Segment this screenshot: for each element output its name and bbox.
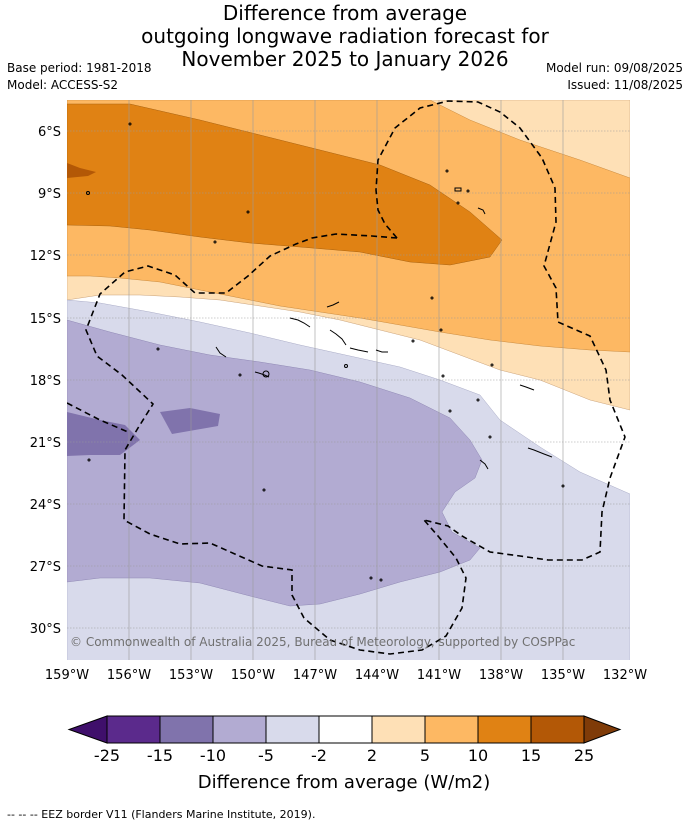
lon-label: 156°W	[107, 668, 151, 683]
model-name: Model: ACCESS-S2	[7, 78, 119, 92]
lon-label: 159°W	[45, 668, 89, 683]
colorbar-tick-label: 10	[468, 746, 488, 765]
band-neg-5-10	[67, 319, 483, 607]
lon-label: 138°W	[479, 668, 523, 683]
colorbar-title: Difference from average (W/m2)	[198, 772, 490, 793]
metadata-right: Model run: 09/08/2025 Issued: 11/08/2025	[546, 60, 683, 94]
lat-label: 18°S	[30, 374, 61, 389]
title-line-2: outgoing longwave radiation forecast for	[141, 24, 549, 48]
lon-label: 153°W	[169, 668, 213, 683]
colorbar-extend-min	[67, 715, 108, 744]
colorbar-segment	[212, 715, 267, 744]
colorbar-tick-label: 5	[420, 746, 430, 765]
colorbar-tick-label: 25	[574, 746, 594, 765]
band-pos-10-15	[67, 103, 503, 266]
colorbar-tick-label: -2	[311, 746, 327, 765]
copyright-text: © Commonwealth of Australia 2025, Bureau…	[70, 635, 575, 649]
eez-borders	[67, 100, 626, 655]
anomaly-map: © Commonwealth of Australia 2025, Bureau…	[30, 100, 647, 793]
lat-label: 21°S	[30, 436, 61, 451]
lon-label: 135°W	[541, 668, 585, 683]
lon-label: 147°W	[293, 668, 337, 683]
colorbar-tick-label: -10	[200, 746, 226, 765]
model-run: Model run: 09/08/2025	[545, 61, 683, 75]
colorbar-tick-label: 15	[521, 746, 541, 765]
colorbar-segment	[424, 715, 479, 744]
lat-label: 27°S	[30, 560, 61, 575]
band-neg-10-15-patch	[160, 408, 220, 434]
issued-date: Issued: 11/08/2025	[567, 78, 683, 92]
lon-label: 132°W	[603, 668, 647, 683]
longitude-axis: 159°W 156°W 153°W 150°W 147°W 144°W 141°W 138°W…	[45, 668, 647, 683]
band-neg-10-15	[67, 412, 140, 456]
colorbar-segment	[371, 715, 426, 744]
lat-label: 15°S	[30, 312, 61, 327]
colorbar-tick-label: -25	[94, 746, 120, 765]
lon-label: 141°W	[417, 668, 461, 683]
lon-label: 150°W	[231, 668, 275, 683]
map-title: Difference from average outgoing longwav…	[0, 2, 690, 71]
colorbar-segment	[106, 715, 161, 744]
colorbar-segment	[530, 715, 585, 744]
colorbar-tick-label: 2	[367, 746, 377, 765]
lat-label: 9°S	[38, 187, 61, 202]
colorbar-extend-max	[583, 715, 622, 744]
title-line-3: November 2025 to January 2026	[181, 47, 509, 71]
lon-label: 144°W	[355, 668, 399, 683]
lat-label: 12°S	[30, 249, 61, 264]
colorbar-tick-label: -5	[258, 746, 274, 765]
colorbar-tick-label: -15	[147, 746, 173, 765]
anomaly-field	[67, 100, 630, 660]
metadata-left: Base period: 1981-2018 Model: ACCESS-S2	[7, 60, 152, 94]
colorbar-segment	[477, 715, 532, 744]
lat-label: 6°S	[38, 125, 61, 140]
colorbar: -25 -15 -10 -5 -2 2 5 10 15 25	[67, 715, 622, 765]
eez-legend-footer: -- -- -- EEZ border V11 (Flanders Marine…	[7, 808, 316, 821]
colorbar-segment	[159, 715, 214, 744]
island-outlines	[86, 122, 565, 582]
lat-label: 30°S	[30, 622, 61, 637]
colorbar-segment	[318, 715, 373, 744]
lat-label: 24°S	[30, 498, 61, 513]
title-line-1: Difference from average	[222, 1, 468, 25]
colorbar-segment	[265, 715, 320, 744]
band-pos-15-25	[67, 163, 96, 178]
latitude-axis: 6°S 9°S 12°S 15°S 18°S 21°S 24°S 27°S 30°S	[30, 125, 61, 637]
base-period: Base period: 1981-2018	[7, 61, 152, 75]
